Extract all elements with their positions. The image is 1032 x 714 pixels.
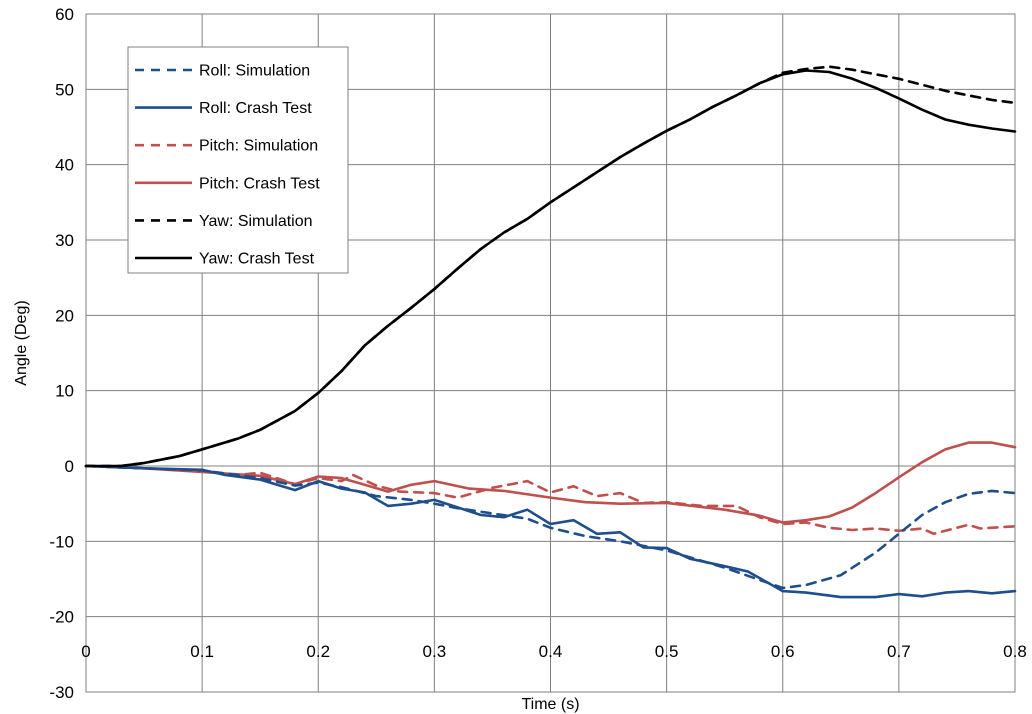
x-tick-label: 0.2 [306, 642, 330, 661]
series-line-3 [84, 441, 1017, 524]
y-tick-label: -20 [49, 608, 74, 627]
legend-label-1: Roll: Crash Test [199, 100, 312, 117]
series-line-0 [84, 464, 1017, 590]
y-axis-title: Angle (Deg) [13, 300, 30, 385]
x-tick-label: 0.3 [423, 642, 447, 661]
y-tick-label: 60 [55, 5, 74, 24]
x-tick-label: 0.8 [1003, 642, 1027, 661]
legend-label-0: Roll: Simulation [199, 63, 310, 80]
legend-label-4: Yaw: Simulation [199, 213, 313, 230]
x-tick-label: 0.7 [887, 642, 911, 661]
legend-items: Roll: Simulation Roll: Crash Test Pitch: S… [135, 63, 320, 268]
y-tick-label: 40 [55, 156, 74, 175]
x-tick-label: 0.1 [190, 642, 214, 661]
series-line-1 [84, 464, 1017, 599]
y-tick-label: 10 [55, 382, 74, 401]
y-tick-label: 20 [55, 306, 74, 325]
legend-label-3: Pitch: Crash Test [199, 175, 320, 192]
x-tick-label: 0.6 [771, 642, 795, 661]
series-lines [84, 65, 1017, 599]
legend: Roll: Simulation Roll: Crash Test Pitch: S… [127, 46, 349, 274]
plot-area [85, 13, 1016, 693]
x-tick-label: 0 [81, 642, 90, 661]
x-tick-label: 0.4 [539, 642, 563, 661]
legend-box [127, 46, 349, 274]
x-tick-label: 0.5 [655, 642, 679, 661]
y-tick-label: 30 [55, 231, 74, 250]
legend-label-5: Yaw: Crash Test [199, 251, 315, 268]
y-tick-label: -30 [49, 683, 74, 702]
y-tick-label: -10 [49, 532, 74, 551]
legend-label-2: Pitch: Simulation [199, 138, 318, 155]
x-axis-tick-labels: 0 0.1 0.2 0.3 0.4 0.5 0.6 0.7 0.8 [81, 642, 1027, 661]
series-line-5 [84, 69, 1017, 468]
x-axis-title: Time (s) [521, 696, 579, 713]
y-axis-tick-labels: -30 -20 -10 0 10 20 30 40 50 60 [49, 5, 74, 702]
y-tick-label: 50 [55, 80, 74, 99]
y-tick-label: 0 [65, 457, 74, 476]
